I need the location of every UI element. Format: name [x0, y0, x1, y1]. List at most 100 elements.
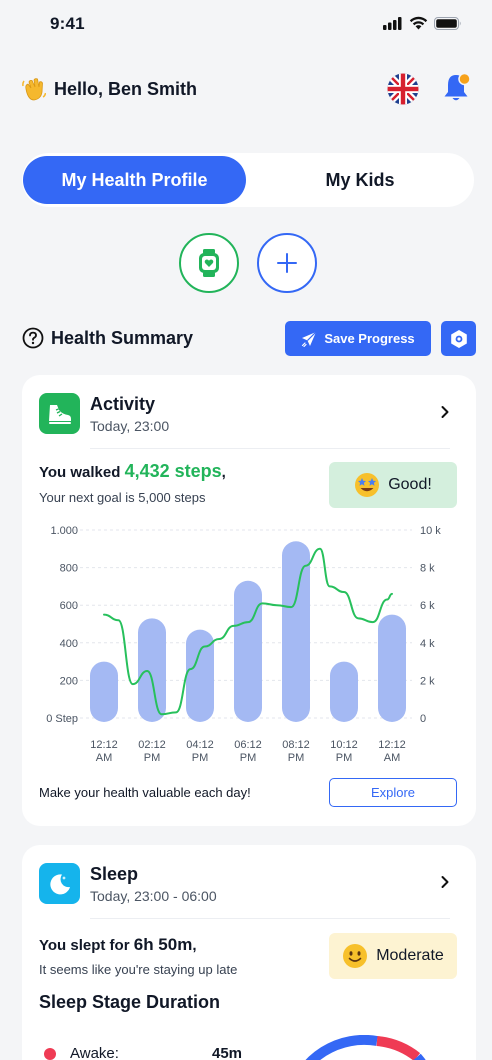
gear-icon [450, 329, 467, 348]
x-tick-label: 02:12 [138, 739, 166, 751]
awake-label: Awake: [70, 1045, 119, 1060]
status-bar: 9:41 [0, 0, 492, 50]
uk-flag-icon[interactable] [387, 73, 419, 105]
bell-icon[interactable] [440, 72, 472, 104]
x-tick-label: 12:12 [378, 739, 406, 751]
steps-summary: You walked 4,432 steps, [39, 461, 226, 482]
smartwatch-icon [199, 249, 219, 277]
activity-title: Activity [90, 394, 156, 414]
donut-ring-blue [305, 1035, 378, 1060]
y-tick-label: 0 Step [46, 713, 78, 725]
y-tick-label: 1.000 [50, 525, 78, 537]
x-tick-label: PM [288, 752, 305, 764]
save-progress-label: Save Progress [324, 331, 415, 346]
activity-status-badge: Good! [329, 462, 457, 508]
sleep-divider [90, 918, 450, 919]
y-tick-label: 600 [60, 600, 78, 612]
sleep-stage-awake: Awake: 45m [44, 1045, 242, 1060]
bar [186, 629, 214, 722]
x-tick-label: PM [144, 752, 161, 764]
x-tick-label: PM [240, 752, 257, 764]
y-tick-label: 800 [60, 563, 78, 575]
tab-my-kids[interactable]: My Kids [325, 169, 395, 190]
y2-tick-label: 2 k [420, 675, 435, 687]
x-tick-label: 12:12 [90, 739, 118, 751]
activity-chart: 0 Step 0 200 2 k 400 4 k 600 6 k 800 8 k 1.000 10 k… [46, 525, 441, 764]
x-tick-label: 10:12 [330, 739, 358, 751]
bar [90, 661, 118, 722]
plus-icon [277, 253, 297, 273]
y2-tick-label: 8 k [420, 563, 435, 575]
settings-button[interactable] [441, 321, 476, 356]
chevron-right-icon[interactable] [440, 875, 450, 889]
battery-icon [434, 16, 461, 30]
sleep-badge-label: Moderate [376, 947, 444, 964]
smiling-emoji-icon [343, 944, 368, 968]
y2-tick-label: 6 k [420, 600, 435, 612]
status-icons [383, 16, 462, 30]
paper-plane-icon [302, 331, 317, 347]
health-summary-header: Health Summary Save Progress [22, 321, 476, 357]
explore-button[interactable]: Explore [329, 778, 457, 807]
profile-tabs: My Health Profile My Kids [22, 153, 474, 207]
health-summary-label: Health Summary [51, 327, 194, 348]
x-tick-label: 04:12 [186, 739, 214, 751]
moon-icon [49, 873, 70, 894]
tab-my-health-profile[interactable]: My Health Profile [23, 156, 246, 204]
x-tick-label: 06:12 [234, 739, 262, 751]
bar [138, 618, 166, 722]
steps-value: 4,432 steps [124, 461, 222, 481]
waving-hand-icon [22, 78, 46, 101]
save-progress-button[interactable]: Save Progress [285, 321, 431, 356]
donut-ring-blue-2 [413, 1053, 426, 1060]
sleep-icon-box [39, 863, 80, 904]
greeting-text: Hello, Ben Smith [54, 78, 198, 99]
smartwatch-button[interactable] [179, 233, 239, 293]
star-eyes-emoji-icon [355, 473, 380, 497]
sleep-note: It seems like you're staying up late [39, 962, 238, 977]
status-time: 9:41 [50, 14, 85, 33]
donut-ring-red [376, 1036, 421, 1060]
bar [282, 541, 310, 722]
chevron-right-icon[interactable] [440, 405, 450, 419]
steps-line [103, 547, 393, 716]
bar [330, 661, 358, 722]
help-circle-icon[interactable] [22, 327, 44, 349]
sleep-suffix: , [192, 937, 197, 954]
activity-icon-box [39, 393, 80, 434]
sneaker-icon [48, 404, 71, 424]
sleep-status-badge: Moderate [329, 933, 457, 979]
x-tick-label: PM [192, 752, 209, 764]
x-tick-label: AM [384, 752, 401, 764]
awake-value: 45m [212, 1045, 243, 1060]
sleep-stage-title: Sleep Stage Duration [39, 992, 221, 1012]
sleep-value: 6h 50m [133, 935, 193, 954]
wifi-icon [409, 16, 428, 30]
y2-tick-label: 10 k [420, 525, 441, 537]
sleep-prefix: You slept for [39, 937, 134, 954]
signal-icon [383, 16, 402, 30]
add-device-button[interactable] [257, 233, 317, 293]
y-tick-label: 400 [60, 638, 78, 650]
y2-tick-label: 4 k [420, 638, 435, 650]
steps-suffix: , [221, 464, 226, 481]
sleep-summary: You slept for 6h 50m, [39, 935, 197, 955]
bar [234, 580, 262, 722]
bar [378, 614, 406, 722]
x-tick-label: 08:12 [282, 739, 310, 751]
activity-card[interactable]: Activity Today, 23:00 You walked 4,432 s… [22, 375, 476, 826]
activity-subtitle: Today, 23:00 [90, 418, 170, 434]
awake-dot [44, 1047, 56, 1060]
sleep-card[interactable]: Sleep Today, 23:00 - 06:00 You slept for… [22, 845, 476, 1060]
sleep-donut-chart [305, 1035, 426, 1060]
steps-prefix: You walked [39, 464, 125, 481]
sleep-subtitle: Today, 23:00 - 06:00 [90, 888, 217, 904]
y-tick-label: 200 [60, 675, 78, 687]
x-tick-label: PM [336, 752, 353, 764]
steps-goal: Your next goal is 5,000 steps [39, 490, 206, 505]
x-tick-label: AM [96, 752, 113, 764]
activity-badge-label: Good! [388, 476, 432, 493]
sleep-title: Sleep [90, 864, 139, 884]
activity-footer-text: Make your health valuable each day! [39, 785, 251, 800]
health-summary-title: Health Summary [22, 327, 193, 349]
